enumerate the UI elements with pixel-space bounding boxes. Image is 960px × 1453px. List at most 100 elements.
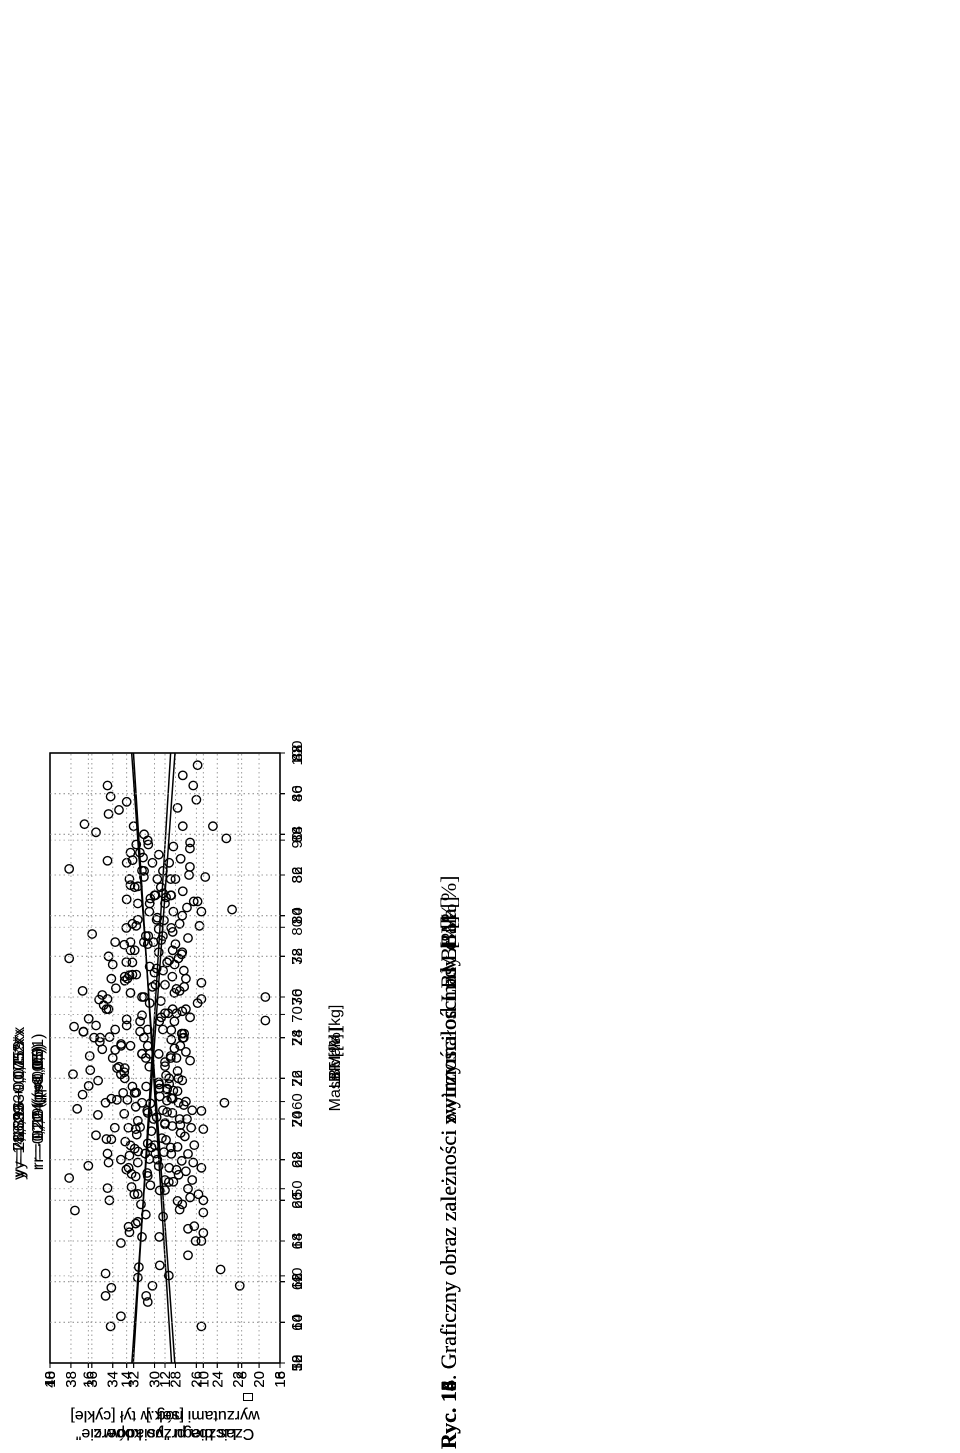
data-point xyxy=(171,1053,182,1063)
x-tick-label: 72 xyxy=(289,1070,306,1087)
data-point xyxy=(196,977,207,988)
data-point xyxy=(160,1057,170,1067)
ylabel-line1-ryc13: Czas biegu "po kopercie" xyxy=(76,1425,255,1442)
data-point xyxy=(64,953,75,964)
x-tick-label: 78 xyxy=(289,948,306,965)
data-point xyxy=(189,1221,200,1232)
figure-ryc13: y = 38,933 - 0,119*x r = -0,24 (p< 0,01)… xyxy=(0,731,475,1453)
data-point xyxy=(106,1093,117,1104)
caption-text-ryc16: . Graficzny obraz zależności wytrzymałoś… xyxy=(436,896,461,1381)
data-point xyxy=(177,1006,188,1017)
x-tick-label: 40 xyxy=(289,1268,306,1285)
data-point xyxy=(70,1205,80,1216)
y-tick-label: 30 xyxy=(147,1371,164,1388)
x-tick-label: 42 xyxy=(289,745,306,762)
y-tick-label: 8 xyxy=(234,1371,251,1379)
data-point xyxy=(140,1053,151,1063)
y-tick-label: 26 xyxy=(188,1371,205,1388)
data-point xyxy=(150,890,161,901)
data-point xyxy=(129,1189,140,1200)
y-tick-label: 28 xyxy=(167,1371,184,1388)
y-tick-label: 12 xyxy=(157,1371,174,1388)
data-point xyxy=(122,1094,133,1105)
y-tick-label: 18 xyxy=(42,1371,59,1388)
ylabel-line2-ryc16: wyrzutami nóg w tył [cykle] xyxy=(70,1407,260,1424)
data-point xyxy=(139,992,149,1002)
caption-label-ryc16: Ryc. 16 xyxy=(436,1380,461,1449)
data-point xyxy=(116,1039,126,1049)
data-point xyxy=(150,979,161,990)
y-tick-label: 6 xyxy=(272,1371,289,1379)
data-point xyxy=(143,839,154,850)
data-point xyxy=(154,1232,165,1242)
data-point xyxy=(181,1047,191,1057)
data-point xyxy=(169,959,180,970)
y-tick-label: 22 xyxy=(230,1371,247,1388)
data-point xyxy=(185,843,195,854)
data-point xyxy=(177,1028,188,1039)
data-point xyxy=(193,1189,204,1200)
data-point xyxy=(91,827,101,838)
x-tick-label: 36 xyxy=(289,867,306,884)
data-point xyxy=(140,931,151,941)
x-tick-label: 76 xyxy=(289,989,306,1006)
data-point xyxy=(125,847,136,858)
data-point xyxy=(110,1024,121,1035)
x-tick-label: 22 xyxy=(289,1151,306,1168)
data-point xyxy=(154,1260,165,1271)
data-point xyxy=(196,1105,207,1116)
y-tick-label: 18 xyxy=(42,1371,59,1388)
data-point xyxy=(192,760,203,771)
x-tick-label: 70 xyxy=(289,1006,306,1023)
y-tick-label: 34 xyxy=(105,1371,122,1388)
data-point xyxy=(137,865,147,876)
x-tick-label: 38 xyxy=(289,826,306,843)
data-point xyxy=(135,1026,145,1037)
data-point xyxy=(158,1211,168,1222)
ylabel-line2-ryc14: [sek.] xyxy=(146,1407,184,1424)
data-point xyxy=(141,1290,152,1301)
data-point xyxy=(227,904,237,915)
x-tick-label: 30 xyxy=(289,989,306,1006)
x-tick-label: 88 xyxy=(289,745,306,762)
data-point xyxy=(87,929,98,939)
data-point xyxy=(172,1141,183,1152)
data-point xyxy=(219,1097,230,1108)
x-tick-label: 66 xyxy=(289,1192,306,1209)
data-point xyxy=(130,1101,141,1112)
x-tick-label: 62 xyxy=(289,1273,306,1290)
data-point xyxy=(83,1080,94,1091)
x-tick-label: 82 xyxy=(289,867,306,884)
data-point xyxy=(133,1146,144,1157)
x-tick-label: 84 xyxy=(289,826,306,843)
y-tick-label: 22 xyxy=(230,1371,247,1388)
data-point xyxy=(177,821,188,832)
data-point xyxy=(119,975,130,986)
data-point xyxy=(106,973,117,984)
y-tick-label: 14 xyxy=(119,1371,136,1388)
data-point xyxy=(89,1032,99,1043)
data-point xyxy=(121,1020,132,1031)
data-point xyxy=(172,1066,183,1076)
x-tick-label: 34 xyxy=(289,907,306,924)
data-point xyxy=(102,780,113,791)
xlabel-ryc14: Masa ciała [kg] xyxy=(327,1005,344,1112)
data-point xyxy=(198,1195,209,1206)
data-point xyxy=(152,874,163,884)
data-point xyxy=(83,1160,94,1171)
data-point xyxy=(167,945,178,956)
data-point xyxy=(145,893,156,904)
data-point xyxy=(131,969,142,980)
data-point xyxy=(132,1115,143,1126)
data-point xyxy=(166,1034,177,1045)
data-point xyxy=(167,1108,178,1118)
ylabel-line2-ryc15: wyrzutami nóg w tył [cykle] xyxy=(70,1407,260,1424)
x-tick-label: 66 xyxy=(289,1192,306,1209)
data-point xyxy=(188,1157,199,1168)
data-point xyxy=(91,1130,101,1141)
data-point xyxy=(102,1148,113,1159)
data-point xyxy=(105,1321,116,1332)
data-point xyxy=(119,939,130,950)
data-point xyxy=(142,1108,153,1118)
